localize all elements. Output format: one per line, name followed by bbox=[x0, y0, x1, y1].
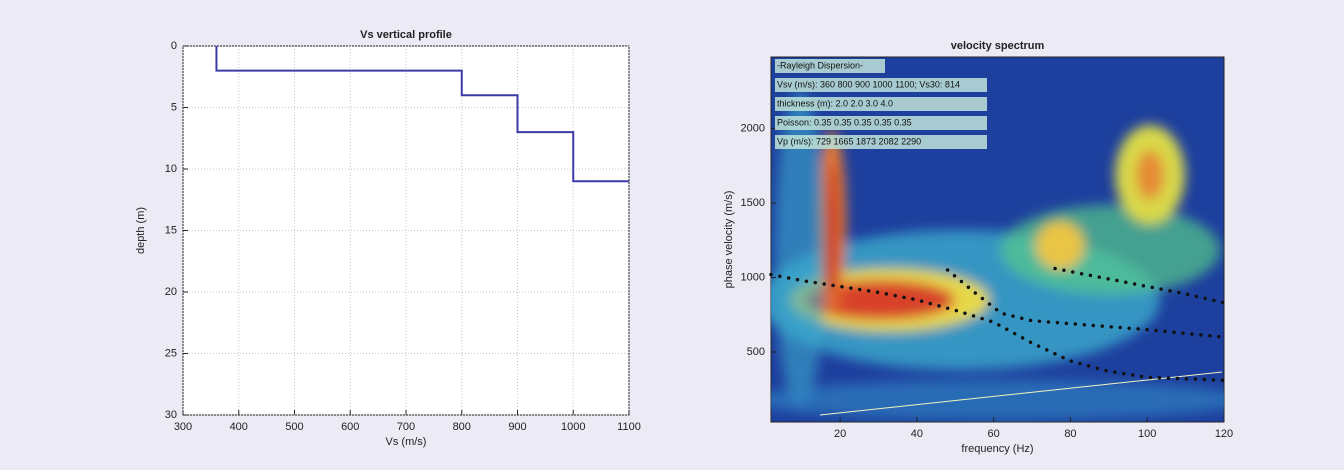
annotation: -Rayleigh Dispersion- bbox=[777, 60, 863, 70]
series-line bbox=[945, 268, 1226, 339]
x-tick-label: 20 bbox=[834, 428, 846, 440]
x-tick-label: 1100 bbox=[617, 421, 641, 433]
annotation: thickness (m): 2.0 2.0 3.0 4.0 bbox=[777, 98, 893, 108]
x-tick-label: 700 bbox=[397, 421, 415, 433]
spectrum-background bbox=[771, 90, 1224, 420]
x-tick-label: 500 bbox=[285, 421, 303, 433]
y-tick-label: 30 bbox=[165, 409, 177, 421]
x-tick-label: 40 bbox=[911, 428, 923, 440]
annotation: Poisson: 0.35 0.35 0.35 0.35 0.35 bbox=[777, 117, 912, 127]
x-axis-label: frequency (Hz) bbox=[961, 443, 1033, 455]
x-tick-label: 400 bbox=[230, 421, 248, 433]
y-tick-label: 5 bbox=[171, 101, 177, 113]
annotation-box bbox=[775, 59, 885, 73]
chart-title: velocity spectrum bbox=[951, 40, 1045, 52]
x-tick-label: 1000 bbox=[561, 421, 585, 433]
y-tick-label: 2000 bbox=[741, 122, 765, 134]
y-tick-label: 20 bbox=[165, 286, 177, 298]
x-tick-label: 60 bbox=[988, 428, 1000, 440]
trace-line bbox=[819, 371, 1223, 416]
x-tick-label: 800 bbox=[453, 421, 471, 433]
y-tick-label: 500 bbox=[747, 346, 765, 358]
y-tick-label: 0 bbox=[171, 40, 177, 52]
series-line bbox=[1053, 266, 1226, 305]
annotation: Vp (m/s): 729 1665 1873 2082 2290 bbox=[777, 136, 921, 146]
annotation-box bbox=[775, 116, 987, 130]
y-tick-label: 10 bbox=[165, 163, 177, 175]
x-tick-label: 900 bbox=[508, 421, 526, 433]
x-tick-label: 600 bbox=[341, 421, 359, 433]
chart-title: Vs vertical profile bbox=[360, 29, 452, 41]
x-axis-label: Vs (m/s) bbox=[386, 436, 427, 448]
annotation: Vsv (m/s): 360 800 900 1000 1100; Vs30: … bbox=[777, 79, 960, 89]
y-tick-label: 25 bbox=[165, 347, 177, 359]
y-tick-label: 1500 bbox=[741, 197, 765, 209]
x-tick-label: 100 bbox=[1138, 428, 1156, 440]
x-tick-label: 120 bbox=[1215, 428, 1233, 440]
annotation-box bbox=[775, 97, 987, 111]
y-tick-label: 15 bbox=[165, 224, 177, 236]
y-axis-label: depth (m) bbox=[135, 207, 147, 254]
series-line bbox=[215, 46, 629, 183]
x-tick-label: 80 bbox=[1064, 428, 1076, 440]
annotation-box bbox=[775, 78, 987, 92]
x-tick-label: 300 bbox=[174, 421, 192, 433]
y-axis-label: phase velocity (m/s) bbox=[723, 191, 735, 289]
annotation-box bbox=[775, 135, 987, 149]
y-tick-label: 1000 bbox=[741, 271, 765, 283]
